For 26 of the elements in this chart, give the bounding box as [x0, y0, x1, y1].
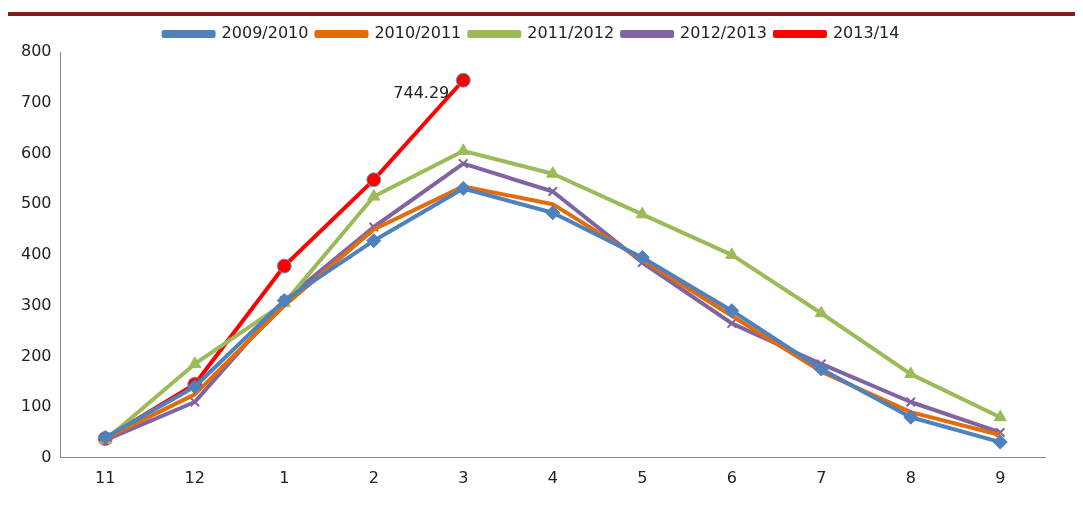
legend-label: 2012/2013: [680, 23, 767, 43]
legend-label: 2010/2011: [374, 23, 462, 43]
data-label: 744.29: [393, 83, 450, 103]
y-tick-label: 0: [41, 446, 52, 466]
y-tick-label: 400: [20, 244, 52, 264]
y-tick-label: 100: [20, 396, 52, 416]
x-tick-label: 2: [368, 467, 379, 487]
legend-label: 2009/2010: [221, 23, 309, 43]
x-tick-label: 4: [547, 467, 558, 487]
x-tick-label: 12: [184, 467, 205, 487]
y-tick-label: 500: [20, 193, 52, 213]
y-tick-label: 200: [20, 345, 52, 365]
x-tick-label: 11: [95, 467, 116, 487]
x-tick-label: 3: [458, 467, 469, 487]
x-tick-label: 6: [726, 467, 737, 487]
x-tick-label: 8: [905, 467, 916, 487]
y-tick-label: 700: [20, 91, 52, 111]
legend-label: 2011/2012: [527, 23, 615, 43]
y-tick-label: 600: [20, 142, 52, 162]
x-tick-label: 1: [279, 467, 290, 487]
x-tick-label: 9: [995, 467, 1006, 487]
legend-label: 2013/14: [832, 23, 900, 43]
y-tick-label: 800: [20, 41, 52, 61]
y-tick-label: 300: [20, 294, 52, 314]
x-tick-label: 7: [816, 467, 827, 487]
x-tick-label: 5: [637, 467, 648, 487]
